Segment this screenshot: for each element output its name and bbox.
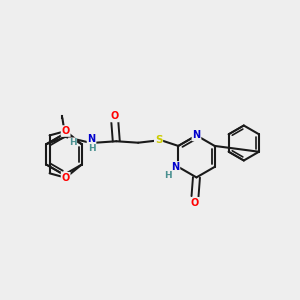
Text: N: N — [171, 162, 179, 172]
Text: N: N — [192, 130, 200, 140]
Text: H: H — [69, 138, 76, 147]
Text: H: H — [164, 171, 172, 180]
Text: O: O — [61, 126, 70, 136]
Text: O: O — [111, 112, 119, 122]
Text: N: N — [88, 134, 96, 144]
Text: O: O — [191, 198, 199, 208]
Text: S: S — [155, 135, 162, 146]
Text: O: O — [61, 173, 70, 183]
Text: H: H — [88, 144, 95, 153]
